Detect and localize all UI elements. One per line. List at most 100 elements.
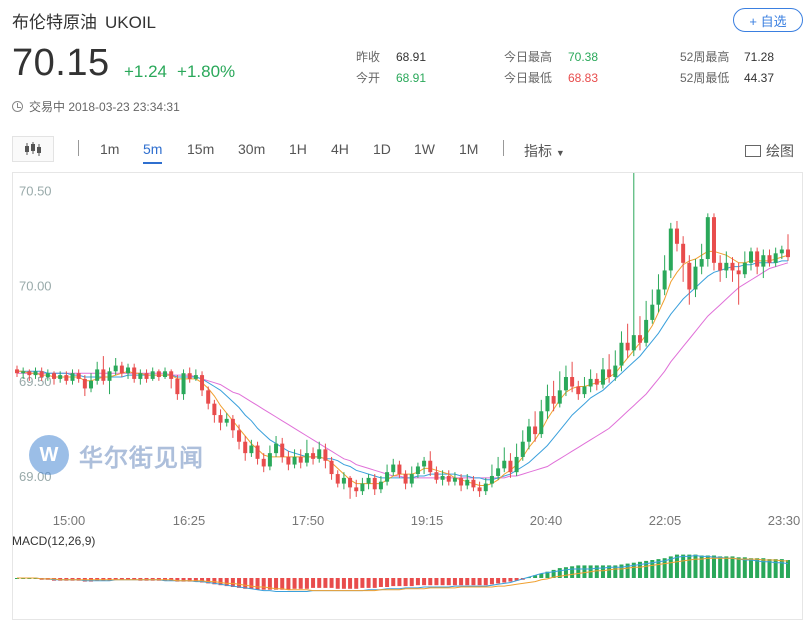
macd-bar [563, 567, 568, 578]
candlestick-type-button[interactable] [12, 136, 54, 162]
macd-bar [631, 562, 636, 578]
chart-area[interactable]: 70.50 70.00 69.50 69.00 15:00 16:25 17:50 19:15… [12, 172, 803, 620]
x-tick-label: 23:30 [768, 513, 801, 528]
trading-status: 交易中 2018-03-23 23:34:31 [12, 98, 180, 115]
candle-body [101, 369, 106, 381]
candle-body [230, 418, 235, 431]
macd-bar [434, 578, 439, 586]
macd-bar [113, 578, 118, 580]
x-tick-label: 20:40 [530, 513, 563, 528]
change-value: +1.24 [124, 62, 168, 81]
stats-col-2: 今日最高 70.38 今日最低 68.83 [504, 47, 598, 89]
macd-bar [650, 560, 655, 578]
candle-body [372, 477, 377, 490]
candle-body [292, 456, 297, 465]
macd-bar [422, 578, 427, 586]
candle-body [422, 460, 427, 467]
macd-bar [391, 578, 396, 587]
tab-1d[interactable]: 1D [373, 141, 391, 157]
macd-bar [755, 558, 760, 578]
candle-body [637, 335, 642, 343]
candle-body [465, 479, 470, 486]
candle-body [434, 472, 439, 480]
macd-bar [514, 578, 519, 581]
macd-bar [360, 578, 365, 588]
ma-long-line [17, 262, 789, 479]
candle-body [175, 378, 180, 395]
macd-bar [699, 555, 704, 578]
tab-1m[interactable]: 1m [100, 141, 120, 157]
tab-1mo[interactable]: 1M [459, 141, 479, 157]
y-tick-label: 69.50 [19, 374, 52, 389]
macd-bar [286, 578, 291, 590]
candle-body [718, 262, 723, 271]
macd-bar [348, 578, 353, 589]
high-label: 今日最高 [504, 50, 553, 64]
x-tick-label: 19:15 [411, 513, 444, 528]
candle-body [15, 369, 19, 374]
prev-close-label: 昨收 [356, 50, 381, 64]
macd-bar [742, 557, 747, 578]
macd-bar [483, 578, 488, 586]
candle-body [348, 477, 353, 488]
macd-bar [718, 556, 723, 578]
macd-bar [311, 578, 316, 588]
macd-bar [576, 565, 581, 578]
candle-body [224, 418, 229, 423]
draw-button[interactable]: 绘图 [745, 141, 794, 161]
candle-body [181, 373, 186, 395]
toolbar-divider [78, 140, 79, 156]
candle-body [70, 373, 75, 381]
tab-15m[interactable]: 15m [187, 141, 215, 157]
candle-body [736, 270, 741, 275]
candle-body [471, 479, 476, 488]
w52-high-label: 52周最高 [680, 50, 730, 64]
macd-bar [705, 555, 710, 578]
macd-bar [218, 578, 223, 586]
w52-low-value: 44.37 [744, 71, 775, 85]
tab-30m[interactable]: 30m [238, 141, 266, 157]
macd-bar [539, 573, 544, 578]
macd-bar [317, 578, 322, 588]
candle-body [403, 474, 408, 484]
tab-1h[interactable]: 1H [289, 141, 307, 157]
stats-col-1: 昨收 68.91 今开 68.91 [356, 47, 426, 89]
tab-4h[interactable]: 4H [331, 141, 349, 157]
tab-5m[interactable]: 5m [143, 141, 163, 164]
macd-bar [625, 563, 630, 578]
indicator-dropdown[interactable]: 指标 ▼ [524, 141, 565, 161]
macd-bar [298, 578, 303, 589]
low-value: 68.83 [568, 71, 599, 85]
macd-bar [779, 559, 784, 578]
y-tick-label: 70.50 [19, 184, 52, 199]
macd-bar [175, 578, 180, 582]
candle-body [335, 474, 340, 484]
candlestick-icon [25, 142, 41, 156]
candle-body [39, 371, 44, 378]
candle-body [607, 369, 612, 378]
macd-bar [280, 578, 285, 590]
change-percent: +1.80% [177, 62, 236, 81]
candle-body [514, 456, 519, 473]
macd-bar [570, 566, 575, 578]
candle-body [378, 481, 383, 490]
macd-bar [403, 578, 408, 587]
macd-bar [237, 578, 242, 588]
candle-body [354, 487, 359, 492]
add-watchlist-button[interactable]: + 自选 [733, 8, 803, 32]
candle-body [681, 243, 686, 263]
x-tick-label: 16:25 [173, 513, 206, 528]
x-tick-label: 22:05 [649, 513, 682, 528]
macd-bar [446, 578, 451, 586]
candle-body [58, 375, 63, 379]
candle-body [144, 373, 149, 379]
macd-bar [119, 578, 124, 580]
macd-bar [415, 578, 420, 586]
x-tick-label: 15:00 [53, 513, 86, 528]
candle-body [644, 319, 649, 343]
tab-1w[interactable]: 1W [414, 141, 435, 157]
candle-body [526, 426, 531, 442]
y-tick-label: 70.00 [19, 279, 52, 294]
candle-body [82, 378, 87, 389]
